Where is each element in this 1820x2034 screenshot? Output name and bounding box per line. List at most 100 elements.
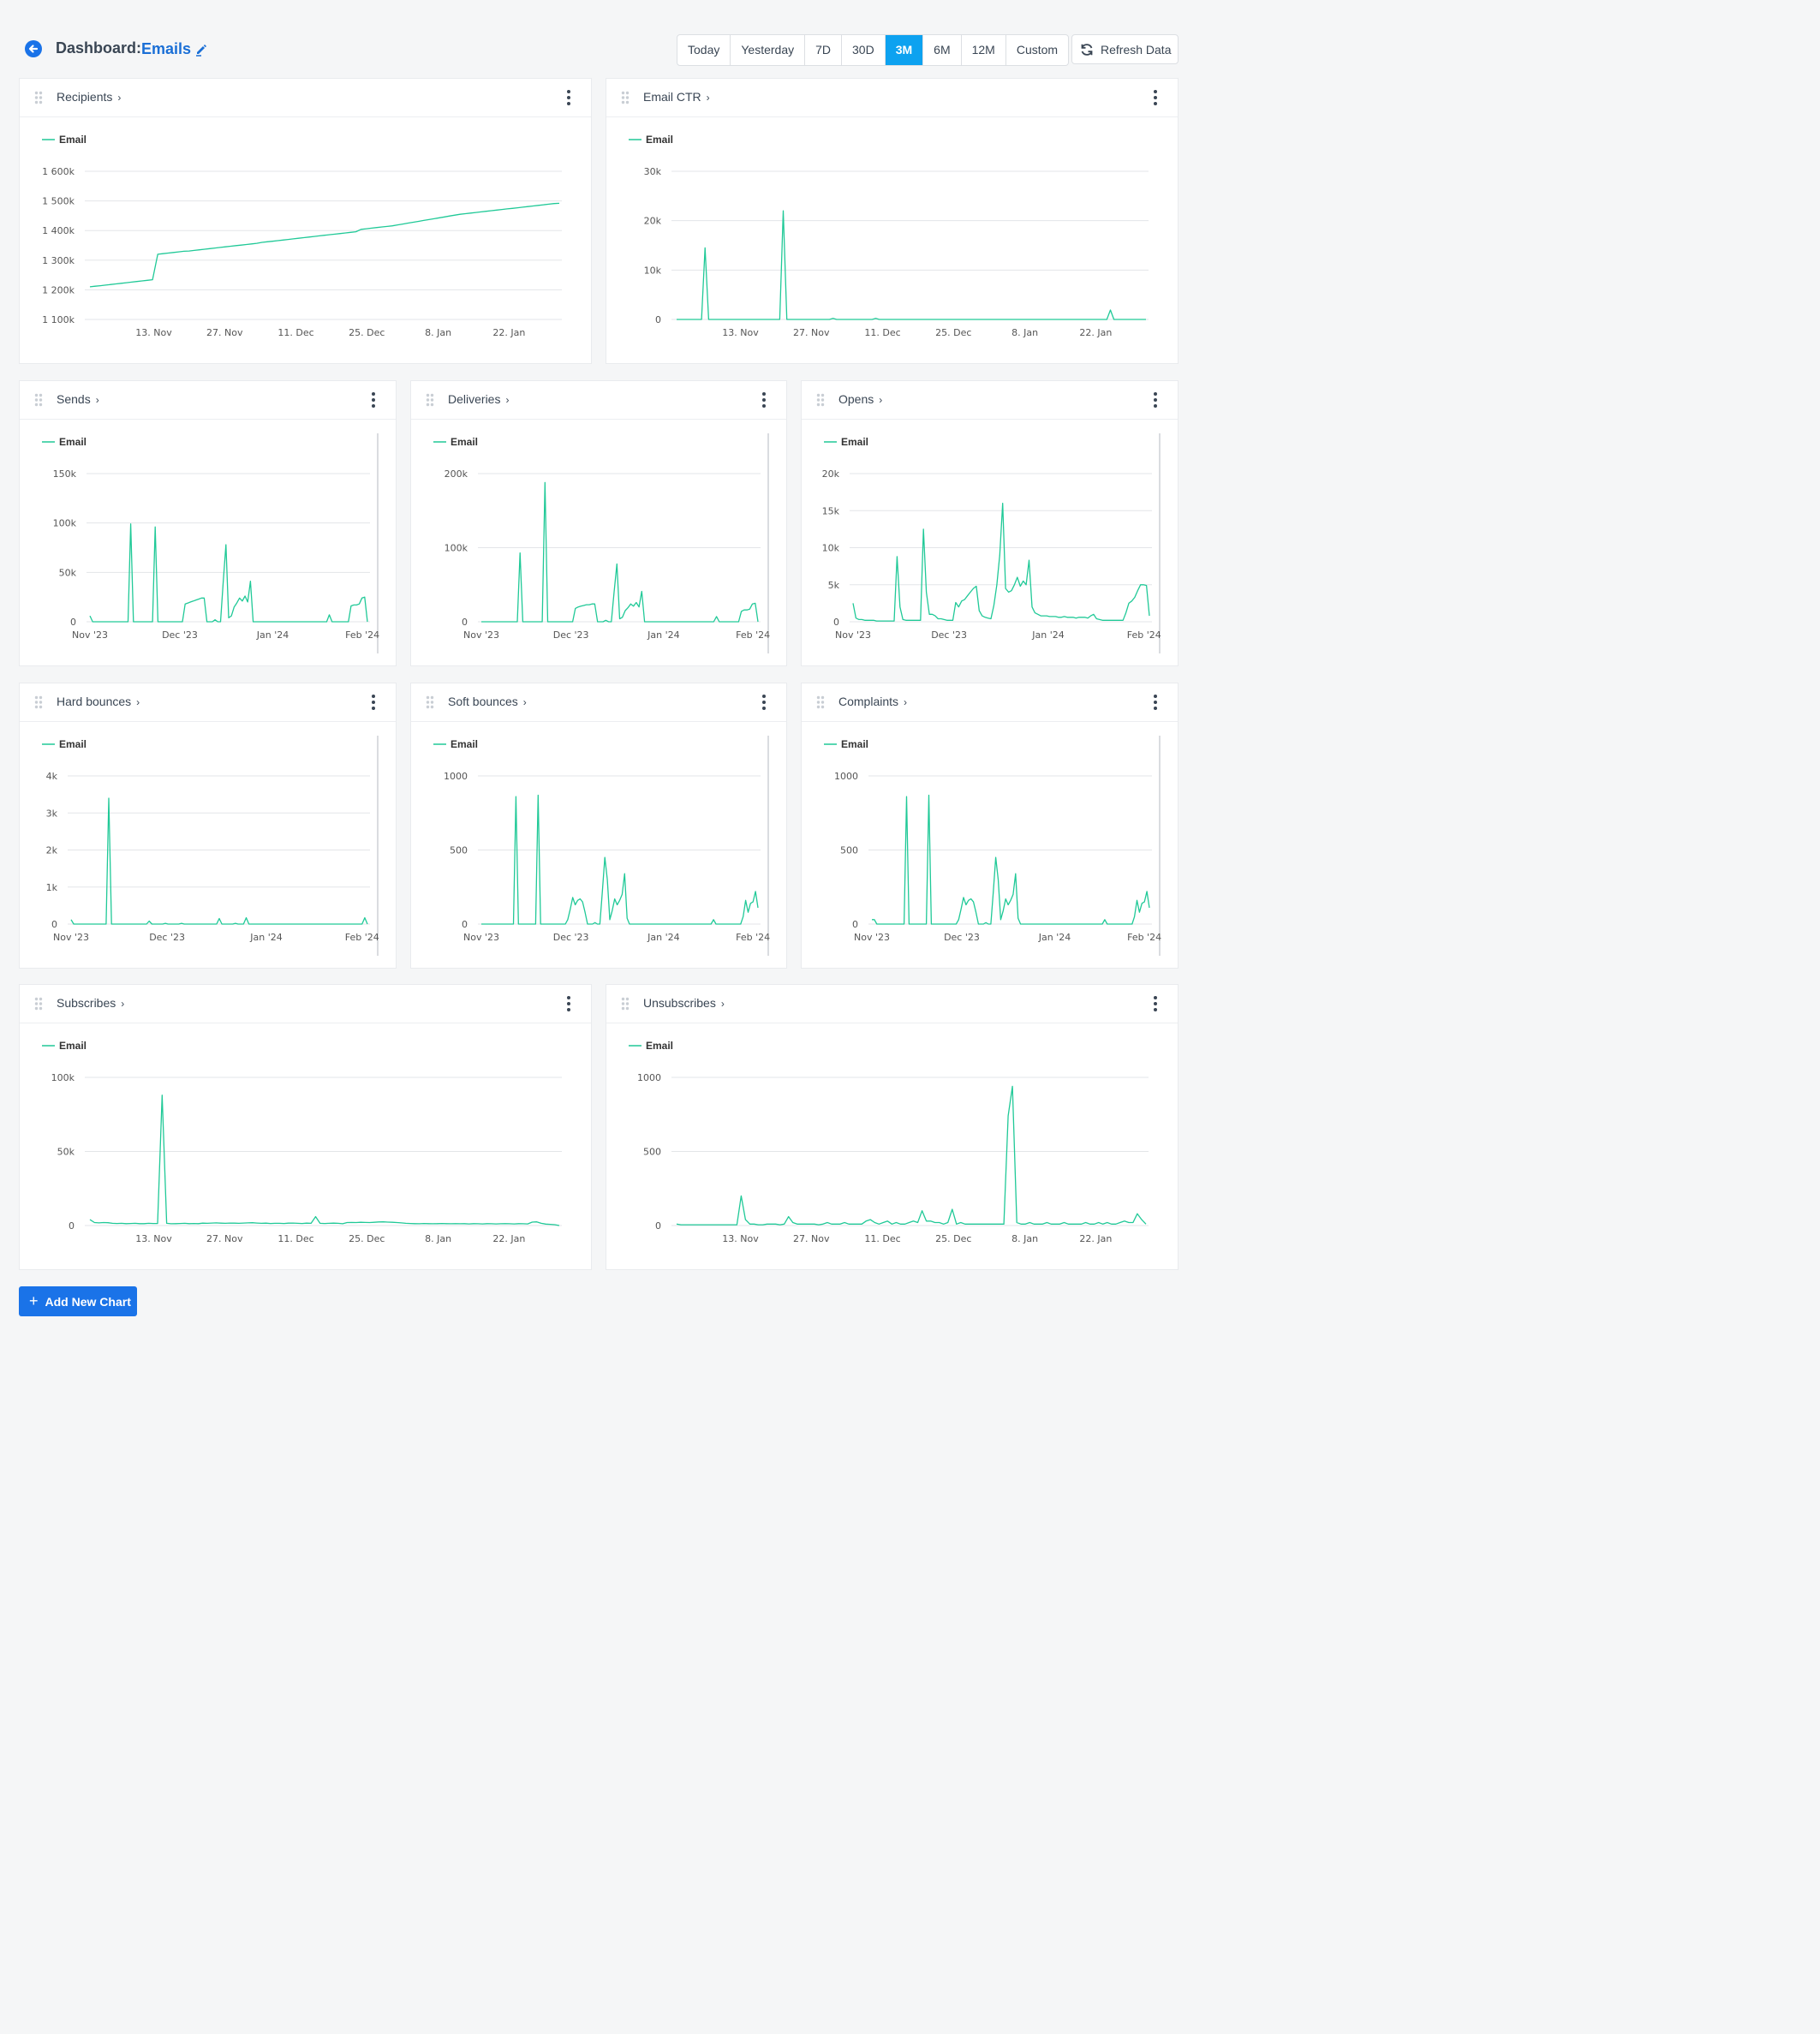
chevron-right-icon: › <box>904 696 908 708</box>
more-options-icon[interactable] <box>565 89 572 106</box>
legend-label: Email <box>646 1040 673 1052</box>
range-button-3m[interactable]: 3M <box>885 35 924 65</box>
x-tick-label: Jan '24 <box>1031 629 1064 641</box>
range-button-custom[interactable]: Custom <box>1016 43 1059 57</box>
more-options-icon[interactable] <box>1152 391 1159 409</box>
add-new-chart-button[interactable]: + Add New Chart <box>19 1286 137 1316</box>
x-tick-label: Feb '24 <box>345 629 379 641</box>
y-tick-label: 0 <box>462 617 468 628</box>
chart-card-recipients: Recipients › Email 1 100k 1 200k 1 300k 1 400k… <box>19 78 592 364</box>
x-tick-label: Feb '24 <box>736 932 770 943</box>
x-tick-label: 13. Nov <box>722 1233 759 1244</box>
x-tick-label: 8. Jan <box>1011 327 1038 338</box>
x-tick-label: 22. Jan <box>492 327 525 338</box>
chart-title: Complaints <box>838 695 899 708</box>
range-button-6m[interactable]: 6M <box>923 35 962 65</box>
chevron-right-icon: › <box>505 394 510 406</box>
chevron-right-icon: › <box>720 998 725 1010</box>
drag-handle-icon[interactable] <box>621 91 630 104</box>
refresh-data-label: Refresh Data <box>1101 42 1172 57</box>
chart-title-link[interactable]: Subscribes › <box>57 996 124 1010</box>
drag-handle-icon[interactable] <box>426 393 434 407</box>
x-tick-label: Jan '24 <box>647 629 679 641</box>
page-title-label: Dashboard: <box>56 39 142 57</box>
chart-title-link[interactable]: Email CTR › <box>643 90 710 104</box>
more-options-icon[interactable] <box>761 391 767 409</box>
refresh-data-button[interactable]: Refresh Data <box>1071 34 1179 64</box>
legend-label: Email <box>59 1040 87 1052</box>
chart-title: Deliveries <box>448 392 501 406</box>
x-tick-label: 8. Jan <box>1011 1233 1038 1244</box>
chart-title-link[interactable]: Unsubscribes › <box>643 996 725 1010</box>
x-tick-label: 25. Dec <box>935 327 971 338</box>
y-tick-label: 150k <box>53 468 77 480</box>
legend-label: Email <box>841 738 868 750</box>
chart-title-link[interactable]: Complaints › <box>838 695 907 708</box>
more-options-icon[interactable] <box>1152 89 1159 106</box>
range-button-yesterday[interactable]: Yesterday <box>731 35 806 65</box>
y-tick-label: 1000 <box>637 1072 661 1083</box>
card-header: Soft bounces › <box>411 683 786 722</box>
date-range-selector: Today Yesterday 7D 30D 3M 6M 12M Custom <box>677 34 1070 66</box>
chart-plot: Email 1 100k 1 200k 1 300k 1 400k 1 500k 1 600… <box>42 134 562 338</box>
range-button-30d[interactable]: 30D <box>842 35 886 65</box>
more-options-icon[interactable] <box>370 391 377 409</box>
y-tick-label: 1000 <box>834 771 858 782</box>
chart-title-link[interactable]: Hard bounces › <box>57 695 140 708</box>
y-tick-label: 100k <box>51 1072 75 1083</box>
range-button-today[interactable]: Today <box>677 35 731 65</box>
y-tick-label: 20k <box>644 216 662 227</box>
more-options-icon[interactable] <box>1152 995 1159 1012</box>
drag-handle-icon[interactable] <box>34 695 43 709</box>
y-tick-label: 20k <box>822 468 840 480</box>
y-tick-label: 10k <box>822 543 840 554</box>
range-button-7d[interactable]: 7D <box>805 35 843 65</box>
more-options-icon[interactable] <box>565 995 572 1012</box>
chart-title-link[interactable]: Recipients › <box>57 90 121 104</box>
chart-title-link[interactable]: Deliveries › <box>448 392 509 406</box>
y-tick-label: 500 <box>643 1147 661 1158</box>
more-options-icon[interactable] <box>761 694 767 711</box>
x-tick-label: Nov '23 <box>53 932 89 943</box>
y-tick-label: 100k <box>445 543 468 554</box>
y-tick-label: 3k <box>46 808 58 819</box>
add-new-chart-label: Add New Chart <box>45 1294 131 1309</box>
x-tick-label: Nov '23 <box>854 932 890 943</box>
y-tick-label: 1 400k <box>42 225 75 236</box>
back-button[interactable] <box>25 40 42 57</box>
chart-title-link[interactable]: Opens › <box>838 392 882 406</box>
drag-handle-icon[interactable] <box>34 393 43 407</box>
legend-label: Email <box>451 738 478 750</box>
drag-handle-icon[interactable] <box>34 91 43 104</box>
y-tick-label: 1 200k <box>42 284 75 295</box>
drag-handle-icon[interactable] <box>816 695 825 709</box>
y-tick-label: 100k <box>53 518 77 529</box>
drag-handle-icon[interactable] <box>426 695 434 709</box>
legend-label: Email <box>59 134 87 146</box>
drag-handle-icon[interactable] <box>621 997 630 1011</box>
more-options-icon[interactable] <box>370 694 377 711</box>
y-tick-label: 0 <box>655 314 661 325</box>
y-tick-label: 10k <box>644 265 662 276</box>
edit-pencil-icon[interactable] <box>194 41 209 57</box>
y-tick-label: 30k <box>644 166 662 177</box>
x-tick-label: Dec '23 <box>931 629 967 641</box>
more-options-icon[interactable] <box>1152 694 1159 711</box>
card-header: Deliveries › <box>411 381 786 420</box>
chart-title-link[interactable]: Sends › <box>57 392 99 406</box>
series-line-email <box>677 210 1146 320</box>
drag-handle-icon[interactable] <box>816 393 825 407</box>
chart-title: Subscribes <box>57 996 116 1010</box>
range-button-12m[interactable]: 12M <box>962 35 1006 65</box>
chart-plot: Email 0 500 1000 13. Nov 27. Nov 11. Dec 25. De… <box>629 1040 1149 1244</box>
y-tick-label: 50k <box>59 567 77 578</box>
chevron-right-icon: › <box>879 394 883 406</box>
x-tick-label: 27. Nov <box>206 1233 243 1244</box>
series-line-email <box>852 502 1150 622</box>
y-tick-label: 500 <box>450 845 468 856</box>
drag-handle-icon[interactable] <box>34 997 43 1011</box>
chart-title-link[interactable]: Soft bounces › <box>448 695 527 708</box>
series-line-email <box>481 481 759 623</box>
y-tick-label: 200k <box>445 468 468 480</box>
series-line-email <box>89 523 368 623</box>
